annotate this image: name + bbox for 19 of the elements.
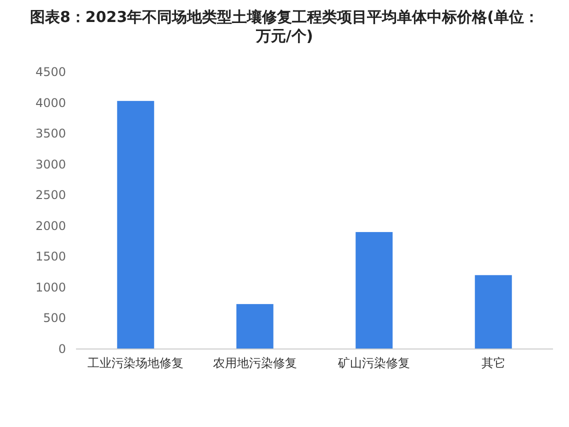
y-tick-label: 1000 xyxy=(35,280,66,294)
x-tick-label: 工业污染场地修复 xyxy=(88,356,184,370)
bar xyxy=(236,304,274,349)
bar xyxy=(356,232,393,349)
y-tick-label: 4000 xyxy=(35,96,66,110)
x-tick-label: 矿山污染修复 xyxy=(337,356,410,370)
y-tick-label: 2500 xyxy=(35,188,66,202)
x-tick-label: 农用地污染修复 xyxy=(212,356,297,370)
y-tick-label: 4500 xyxy=(35,65,66,79)
y-tick-label: 3000 xyxy=(35,157,66,172)
y-tick-label: 2000 xyxy=(35,218,66,233)
bar xyxy=(474,275,512,349)
y-tick-label: 500 xyxy=(43,311,66,326)
y-tick-label: 3500 xyxy=(35,126,66,141)
bar xyxy=(117,100,154,349)
chart-title: 图表8：2023年不同场地类型土壤修复工程类项目平均单体中标价格(单位：万元/个) xyxy=(30,8,540,45)
y-tick-label: 0 xyxy=(58,342,66,356)
y-tick-label: 1500 xyxy=(35,250,66,264)
x-tick-label: 其它 xyxy=(481,356,506,370)
